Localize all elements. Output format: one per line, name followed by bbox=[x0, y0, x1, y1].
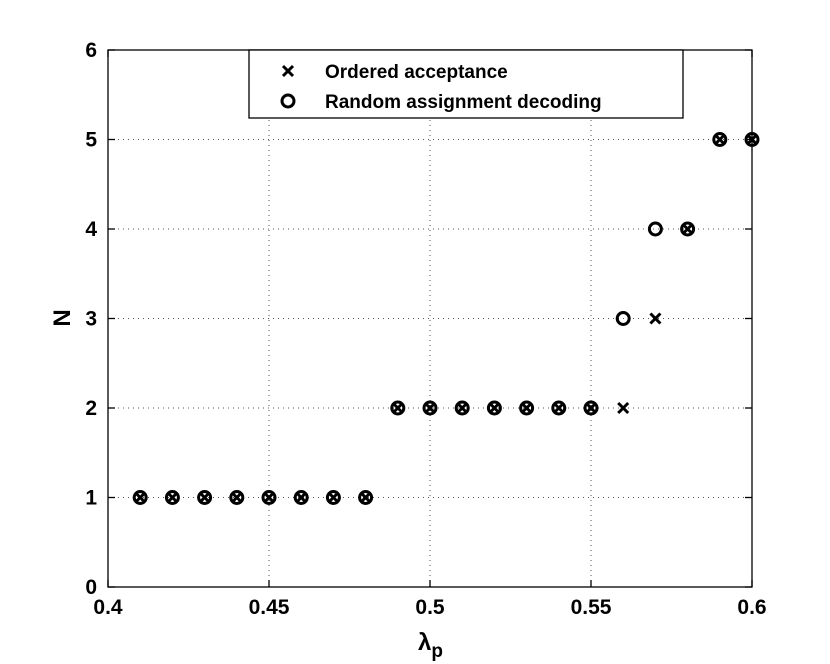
point-random-assignment bbox=[647, 221, 663, 237]
point-random-assignment bbox=[390, 400, 406, 416]
point-random-assignment bbox=[519, 400, 535, 416]
x-axis-label: λp bbox=[418, 629, 443, 662]
point-random-assignment bbox=[132, 490, 148, 505]
point-ordered-acceptance bbox=[649, 312, 662, 325]
y-tick-label: 3 bbox=[85, 308, 97, 331]
series-layer bbox=[132, 132, 760, 505]
x-tick-label: 0.5 bbox=[415, 596, 445, 619]
x-tick-label: 0.55 bbox=[571, 596, 612, 619]
point-random-assignment bbox=[422, 400, 438, 416]
point-random-assignment bbox=[551, 400, 567, 416]
point-random-assignment bbox=[744, 132, 760, 147]
legend-marker-random-assignment bbox=[280, 93, 296, 109]
point-random-assignment bbox=[712, 132, 728, 147]
y-tick-label: 4 bbox=[85, 218, 97, 241]
y-tick-label: 0 bbox=[85, 576, 97, 599]
point-random-assignment bbox=[164, 490, 180, 505]
x-tick-label: 0.45 bbox=[249, 596, 290, 619]
x-axis-label-subscript: p bbox=[431, 641, 443, 662]
y-tick-label: 2 bbox=[85, 397, 97, 420]
point-random-assignment bbox=[583, 400, 599, 416]
axis-ticks: 0.4 0.45 0.5 0.55 0.6 0 1 2 3 4 5 6 bbox=[85, 39, 766, 619]
legend: Ordered acceptance Random assignment dec… bbox=[248, 49, 684, 119]
legend-marker-ordered-acceptance bbox=[281, 64, 295, 78]
point-random-assignment bbox=[486, 400, 502, 416]
point-random-assignment bbox=[454, 400, 470, 416]
legend-box bbox=[248, 49, 684, 119]
legend-label-random-assignment: Random assignment decoding bbox=[325, 92, 602, 113]
x-tick-label: 0.4 bbox=[93, 596, 123, 619]
point-random-assignment bbox=[325, 490, 341, 505]
point-random-assignment bbox=[680, 221, 696, 237]
y-tick-label: 5 bbox=[85, 129, 97, 152]
y-axis-label: N bbox=[49, 309, 76, 326]
point-ordered-acceptance bbox=[617, 401, 630, 415]
y-tick-label: 6 bbox=[85, 39, 97, 62]
y-tick-label: 1 bbox=[85, 487, 97, 510]
point-random-assignment bbox=[197, 490, 213, 505]
legend-label-ordered-acceptance: Ordered acceptance bbox=[325, 62, 508, 83]
x-tick-label: 0.6 bbox=[737, 596, 766, 619]
point-random-assignment bbox=[229, 490, 245, 505]
point-random-assignment bbox=[358, 490, 374, 505]
point-random-assignment bbox=[293, 490, 309, 505]
point-random-assignment bbox=[261, 490, 277, 505]
point-random-assignment bbox=[615, 311, 631, 326]
